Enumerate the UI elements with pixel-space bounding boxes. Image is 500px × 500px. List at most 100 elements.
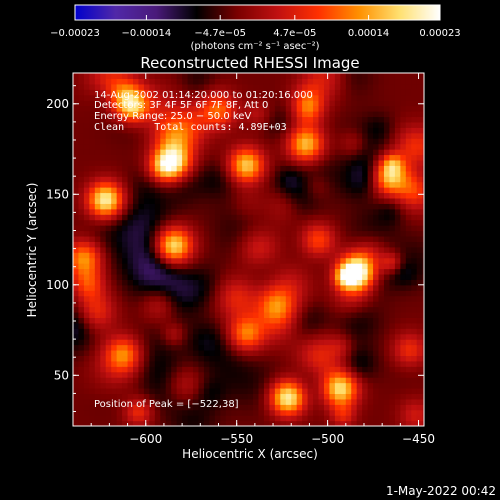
heatmap-cell <box>367 170 374 177</box>
heatmap-cell <box>220 409 227 416</box>
heatmap-cell <box>389 197 396 204</box>
heatmap-cell <box>367 105 374 112</box>
heatmap-cell <box>203 301 210 308</box>
heatmap-cell <box>411 230 418 237</box>
heatmap-cell <box>258 246 265 253</box>
heatmap-cell <box>187 100 194 107</box>
heatmap-cell <box>378 311 385 318</box>
heatmap-cell <box>400 197 407 204</box>
heatmap-cell <box>373 100 380 107</box>
heatmap-cell <box>416 311 423 318</box>
heatmap-cell <box>345 143 352 150</box>
heatmap-cell <box>405 268 412 275</box>
heatmap-cell <box>329 170 336 177</box>
heatmap-cell <box>127 290 134 297</box>
heatmap-cell <box>105 165 112 172</box>
heatmap-cell <box>422 170 424 177</box>
heatmap-cell <box>203 208 210 215</box>
heatmap-cell <box>345 246 352 253</box>
heatmap-cell <box>411 208 418 215</box>
heatmap-cell <box>253 360 260 367</box>
heatmap-cell <box>133 360 140 367</box>
heatmap-cell <box>274 311 281 318</box>
heatmap-cell <box>116 387 123 395</box>
heatmap-cell <box>416 143 423 150</box>
heatmap-cell <box>176 187 183 194</box>
heatmap-cell <box>236 78 243 85</box>
heatmap-cell <box>203 279 210 286</box>
heatmap-cell <box>285 317 292 324</box>
heatmap-cell <box>307 360 314 367</box>
heatmap-cell <box>182 100 189 107</box>
heatmap-cell <box>193 83 200 90</box>
heatmap-cell <box>111 165 118 172</box>
heatmap-cell <box>345 317 352 324</box>
heatmap-cell <box>247 290 254 297</box>
heatmap-cell <box>242 328 249 335</box>
heatmap-cell <box>198 225 205 232</box>
heatmap-cell <box>116 377 123 384</box>
heatmap-cell <box>122 339 129 346</box>
heatmap-cell <box>329 306 336 313</box>
heatmap-cell <box>307 159 314 166</box>
heatmap-cell <box>105 89 112 96</box>
heatmap-cell <box>122 279 129 286</box>
heatmap-cell <box>236 333 243 340</box>
heatmap-cell <box>269 219 276 226</box>
heatmap-cell <box>149 170 156 177</box>
heatmap-cell <box>198 355 205 362</box>
heatmap-cell <box>411 290 418 297</box>
heatmap-cell <box>214 116 221 123</box>
heatmap-cell <box>362 116 369 123</box>
heatmap-cell <box>176 165 183 172</box>
heatmap-cell <box>111 235 118 242</box>
heatmap-cell <box>253 311 260 318</box>
heatmap-cell <box>378 197 385 204</box>
heatmap-cell <box>83 116 90 123</box>
heatmap-cell <box>285 203 292 210</box>
heatmap-cell <box>165 83 172 90</box>
heatmap-cell <box>220 78 227 85</box>
heatmap-cell <box>225 219 232 226</box>
heatmap-cell <box>329 116 336 123</box>
heatmap-cell <box>263 393 271 400</box>
heatmap-cell <box>133 132 140 139</box>
heatmap-cell <box>340 192 347 199</box>
heatmap-cell <box>351 241 358 248</box>
heatmap-cell <box>296 127 303 134</box>
heatmap-cell <box>334 344 341 351</box>
heatmap-cell <box>263 111 271 118</box>
heatmap-cell <box>411 83 418 90</box>
heatmap-cell <box>143 83 150 90</box>
heatmap-cell <box>182 170 189 177</box>
heatmap-cell <box>242 398 249 405</box>
heatmap-cell <box>176 252 183 259</box>
heatmap-cell <box>231 105 238 112</box>
heatmap-cell <box>356 409 363 416</box>
heatmap-cell <box>78 208 85 215</box>
heatmap-cell <box>394 192 401 199</box>
heatmap-cell <box>351 214 358 221</box>
y-tick-label: 100 <box>46 278 69 292</box>
heatmap-cell <box>373 241 380 248</box>
heatmap-cell <box>367 165 374 172</box>
heatmap-cell <box>323 366 331 373</box>
heatmap-cell <box>78 138 85 145</box>
heatmap-cell <box>318 295 325 302</box>
heatmap-cell <box>258 371 265 378</box>
heatmap-cell <box>362 181 369 188</box>
heatmap-cell <box>323 143 331 150</box>
heatmap-cell <box>160 197 167 204</box>
heatmap-cell <box>127 83 134 90</box>
heatmap-cell <box>165 366 172 373</box>
heatmap-cell <box>280 409 287 416</box>
heatmap-cell <box>242 83 249 90</box>
heatmap-cell <box>411 328 418 335</box>
heatmap-cell <box>258 252 265 259</box>
heatmap-cell <box>100 203 107 210</box>
heatmap-cell <box>78 225 85 232</box>
heatmap-cell <box>94 328 101 335</box>
heatmap-cell <box>198 246 205 253</box>
heatmap-cell <box>253 415 260 422</box>
heatmap-cell <box>323 339 331 346</box>
